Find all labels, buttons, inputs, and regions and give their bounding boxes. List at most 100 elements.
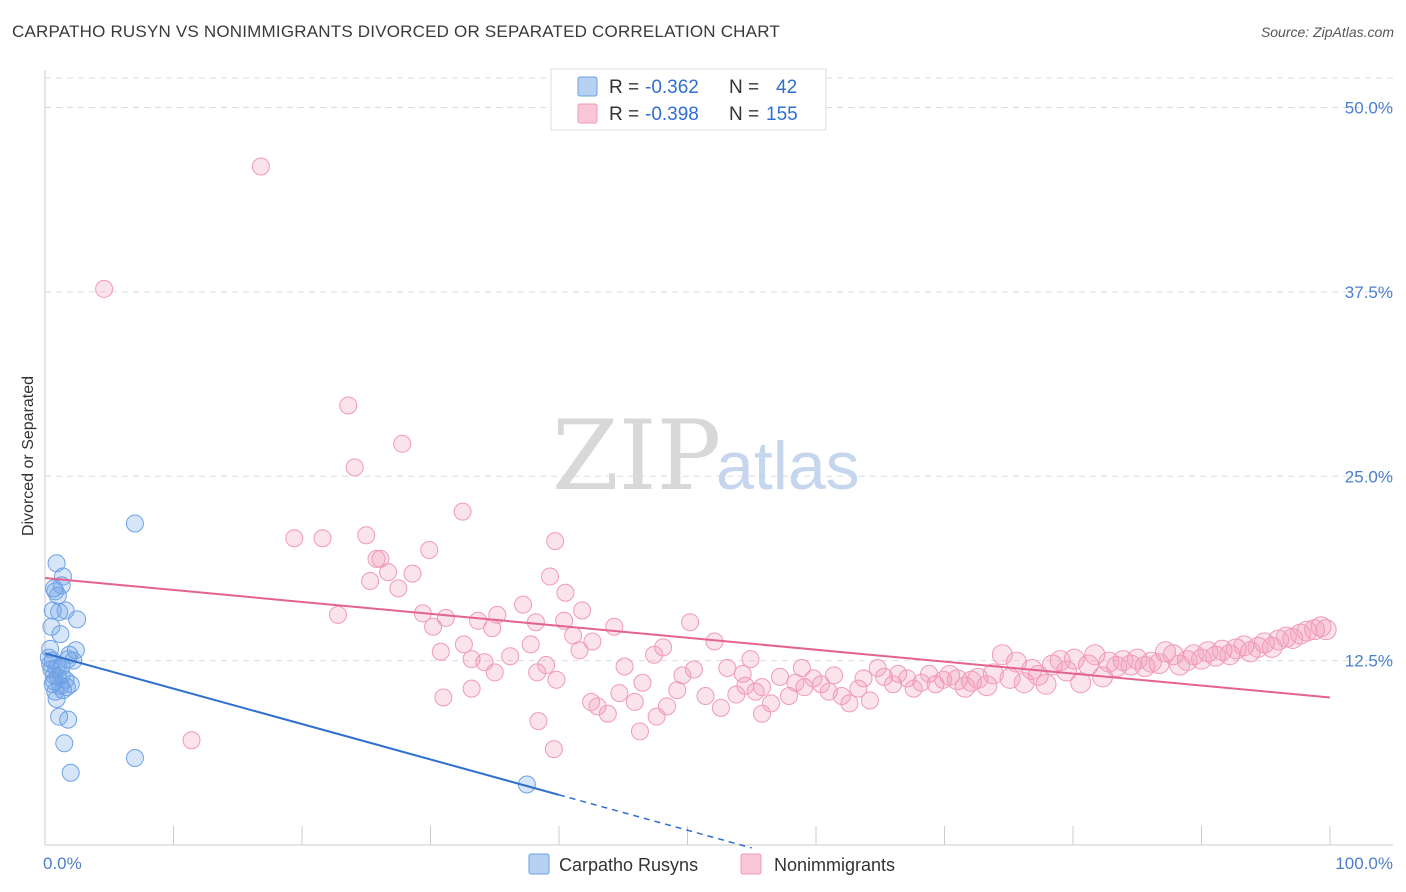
nonimmigrants-point [483, 619, 502, 638]
carpatho-rusyns-point [52, 666, 71, 685]
nonimmigrants-point [780, 687, 799, 706]
nonimmigrants-point [95, 279, 114, 298]
nonimmigrants-point [733, 664, 752, 683]
nonimmigrants-point [954, 676, 976, 698]
nonimmigrants-point [403, 564, 422, 583]
nonimmigrants-point [379, 563, 398, 582]
nonimmigrants-point [875, 667, 894, 686]
source-label: Source: ZipAtlas.com [1260, 24, 1394, 40]
legend-n-value-2: 155 [766, 104, 798, 125]
y-tick-label-1: 25.0% [1345, 467, 1393, 486]
nonimmigrants-point [824, 666, 843, 685]
nonimmigrants-point [485, 663, 504, 682]
watermark: ZIP atlas [552, 400, 860, 512]
nonimmigrants-point [718, 659, 737, 677]
nonimmigrants-point [625, 692, 644, 711]
nonimmigrants-point [514, 595, 533, 614]
legend-n-value-1: 42 [776, 77, 797, 98]
gridlines [45, 77, 1393, 662]
nonimmigrants-point [521, 635, 540, 654]
nonimmigrants-point [361, 571, 380, 590]
carpatho-rusyns-point [61, 763, 80, 782]
nonimmigrants-point [840, 694, 859, 713]
nonimmigrants-point [588, 697, 607, 716]
nonimmigrants-point [1056, 660, 1078, 682]
nonimmigrants-point [982, 663, 1004, 685]
nonimmigrants-point [1063, 648, 1085, 670]
carpatho-rusyns-point [66, 641, 85, 660]
bottom-legend-label-carpatho: Carpatho Rusyns [559, 855, 698, 875]
nonimmigrants-point [544, 740, 563, 759]
carpatho-rusyns-point [53, 567, 72, 586]
nonimmigrants-point [1035, 673, 1057, 695]
nonimmigrants-point [832, 687, 851, 706]
nonimmigrants-point [753, 704, 772, 723]
y-tick-label-0: 12.5% [1345, 652, 1393, 671]
carpatho-rusyns-point [47, 554, 66, 573]
nonimmigrants-point [537, 656, 556, 675]
nonimmigrants-point [328, 605, 347, 624]
nonimmigrants-point [469, 611, 488, 630]
nonimmigrants-point [615, 657, 634, 676]
bottom-legend-swatch-pink [740, 853, 762, 875]
bottom-legend-swatch-blue [528, 853, 550, 875]
carpatho-rusyns-point [48, 586, 67, 605]
carpatho-rusyns-point [46, 682, 65, 701]
nonimmigrants-point [546, 532, 565, 551]
carpatho-rusyns-point [59, 710, 78, 729]
nonimmigrants-point [1315, 619, 1337, 641]
nonimmigrants-point [371, 549, 390, 568]
legend: R = -0.362 N = 42 R = -0.398 N = 155 [550, 68, 827, 131]
carpatho-rusyns-point [42, 617, 61, 636]
nonimmigrants-point [673, 666, 692, 685]
x-tick-labels: 0.0% 100.0% [43, 854, 1393, 873]
x-tick-label-0: 0.0% [43, 854, 82, 873]
nonimmigrants-point [711, 698, 730, 717]
nonimmigrants-point [868, 659, 887, 677]
nonimmigrants-point [367, 549, 386, 568]
nonimmigrants-point [393, 434, 412, 453]
nonimmigrants-point [645, 645, 664, 664]
nonimmigrants-point [453, 502, 472, 521]
nonimmigrants-point [431, 642, 450, 661]
nonimmigrants-point [570, 641, 589, 660]
nonimmigrants-point [598, 704, 617, 723]
nonimmigrants-point [436, 608, 455, 627]
nonimmigrants-point [1275, 626, 1297, 648]
nonimmigrants-point [630, 722, 649, 741]
nonimmigrants-point [1296, 620, 1318, 642]
nonimmigrants-point [357, 526, 376, 545]
nonimmigrants-point [991, 644, 1013, 666]
x-tick-label-1: 100.0% [1335, 854, 1393, 873]
nonimmigrants-point [1084, 644, 1106, 666]
watermark-zip: ZIP [552, 400, 721, 512]
nonimmigrants-point [434, 688, 453, 707]
carpatho-rusyns-point [47, 689, 66, 708]
nonimmigrants-point [420, 541, 439, 559]
legend-swatch-pink [577, 103, 598, 124]
nonimmigrants-point [633, 673, 652, 692]
legend-swatch-blue [577, 76, 598, 97]
nonimmigrants-point [529, 712, 548, 731]
legend-n-label-2: N = [729, 104, 759, 125]
nonimmigrants-point [657, 697, 676, 716]
nonimmigrants-point [462, 679, 481, 698]
nonimmigrants-point [684, 660, 703, 679]
carpatho-rusyns-point [125, 514, 144, 533]
nonimmigrants-point [934, 670, 953, 689]
bottom-legend-label-nonimmigrants: Nonimmigrants [774, 855, 895, 875]
nonimmigrants-point [610, 684, 629, 703]
nonimmigrants-point [771, 667, 790, 686]
y-tick-labels: 12.5% 25.0% 37.5% 50.0% [1345, 99, 1393, 671]
nonimmigrants-points [95, 157, 1337, 759]
y-tick-label-2: 37.5% [1345, 283, 1393, 302]
nonimmigrants-point [681, 613, 700, 632]
nonimmigrants-point [556, 583, 575, 602]
legend-n-label-1: N = [729, 77, 759, 98]
nonimmigrants-point [541, 567, 560, 586]
nonimmigrants-point [696, 687, 715, 706]
nonimmigrants-point [573, 601, 592, 620]
nonimmigrants-point [654, 638, 673, 657]
nonimmigrants-point [389, 579, 408, 598]
